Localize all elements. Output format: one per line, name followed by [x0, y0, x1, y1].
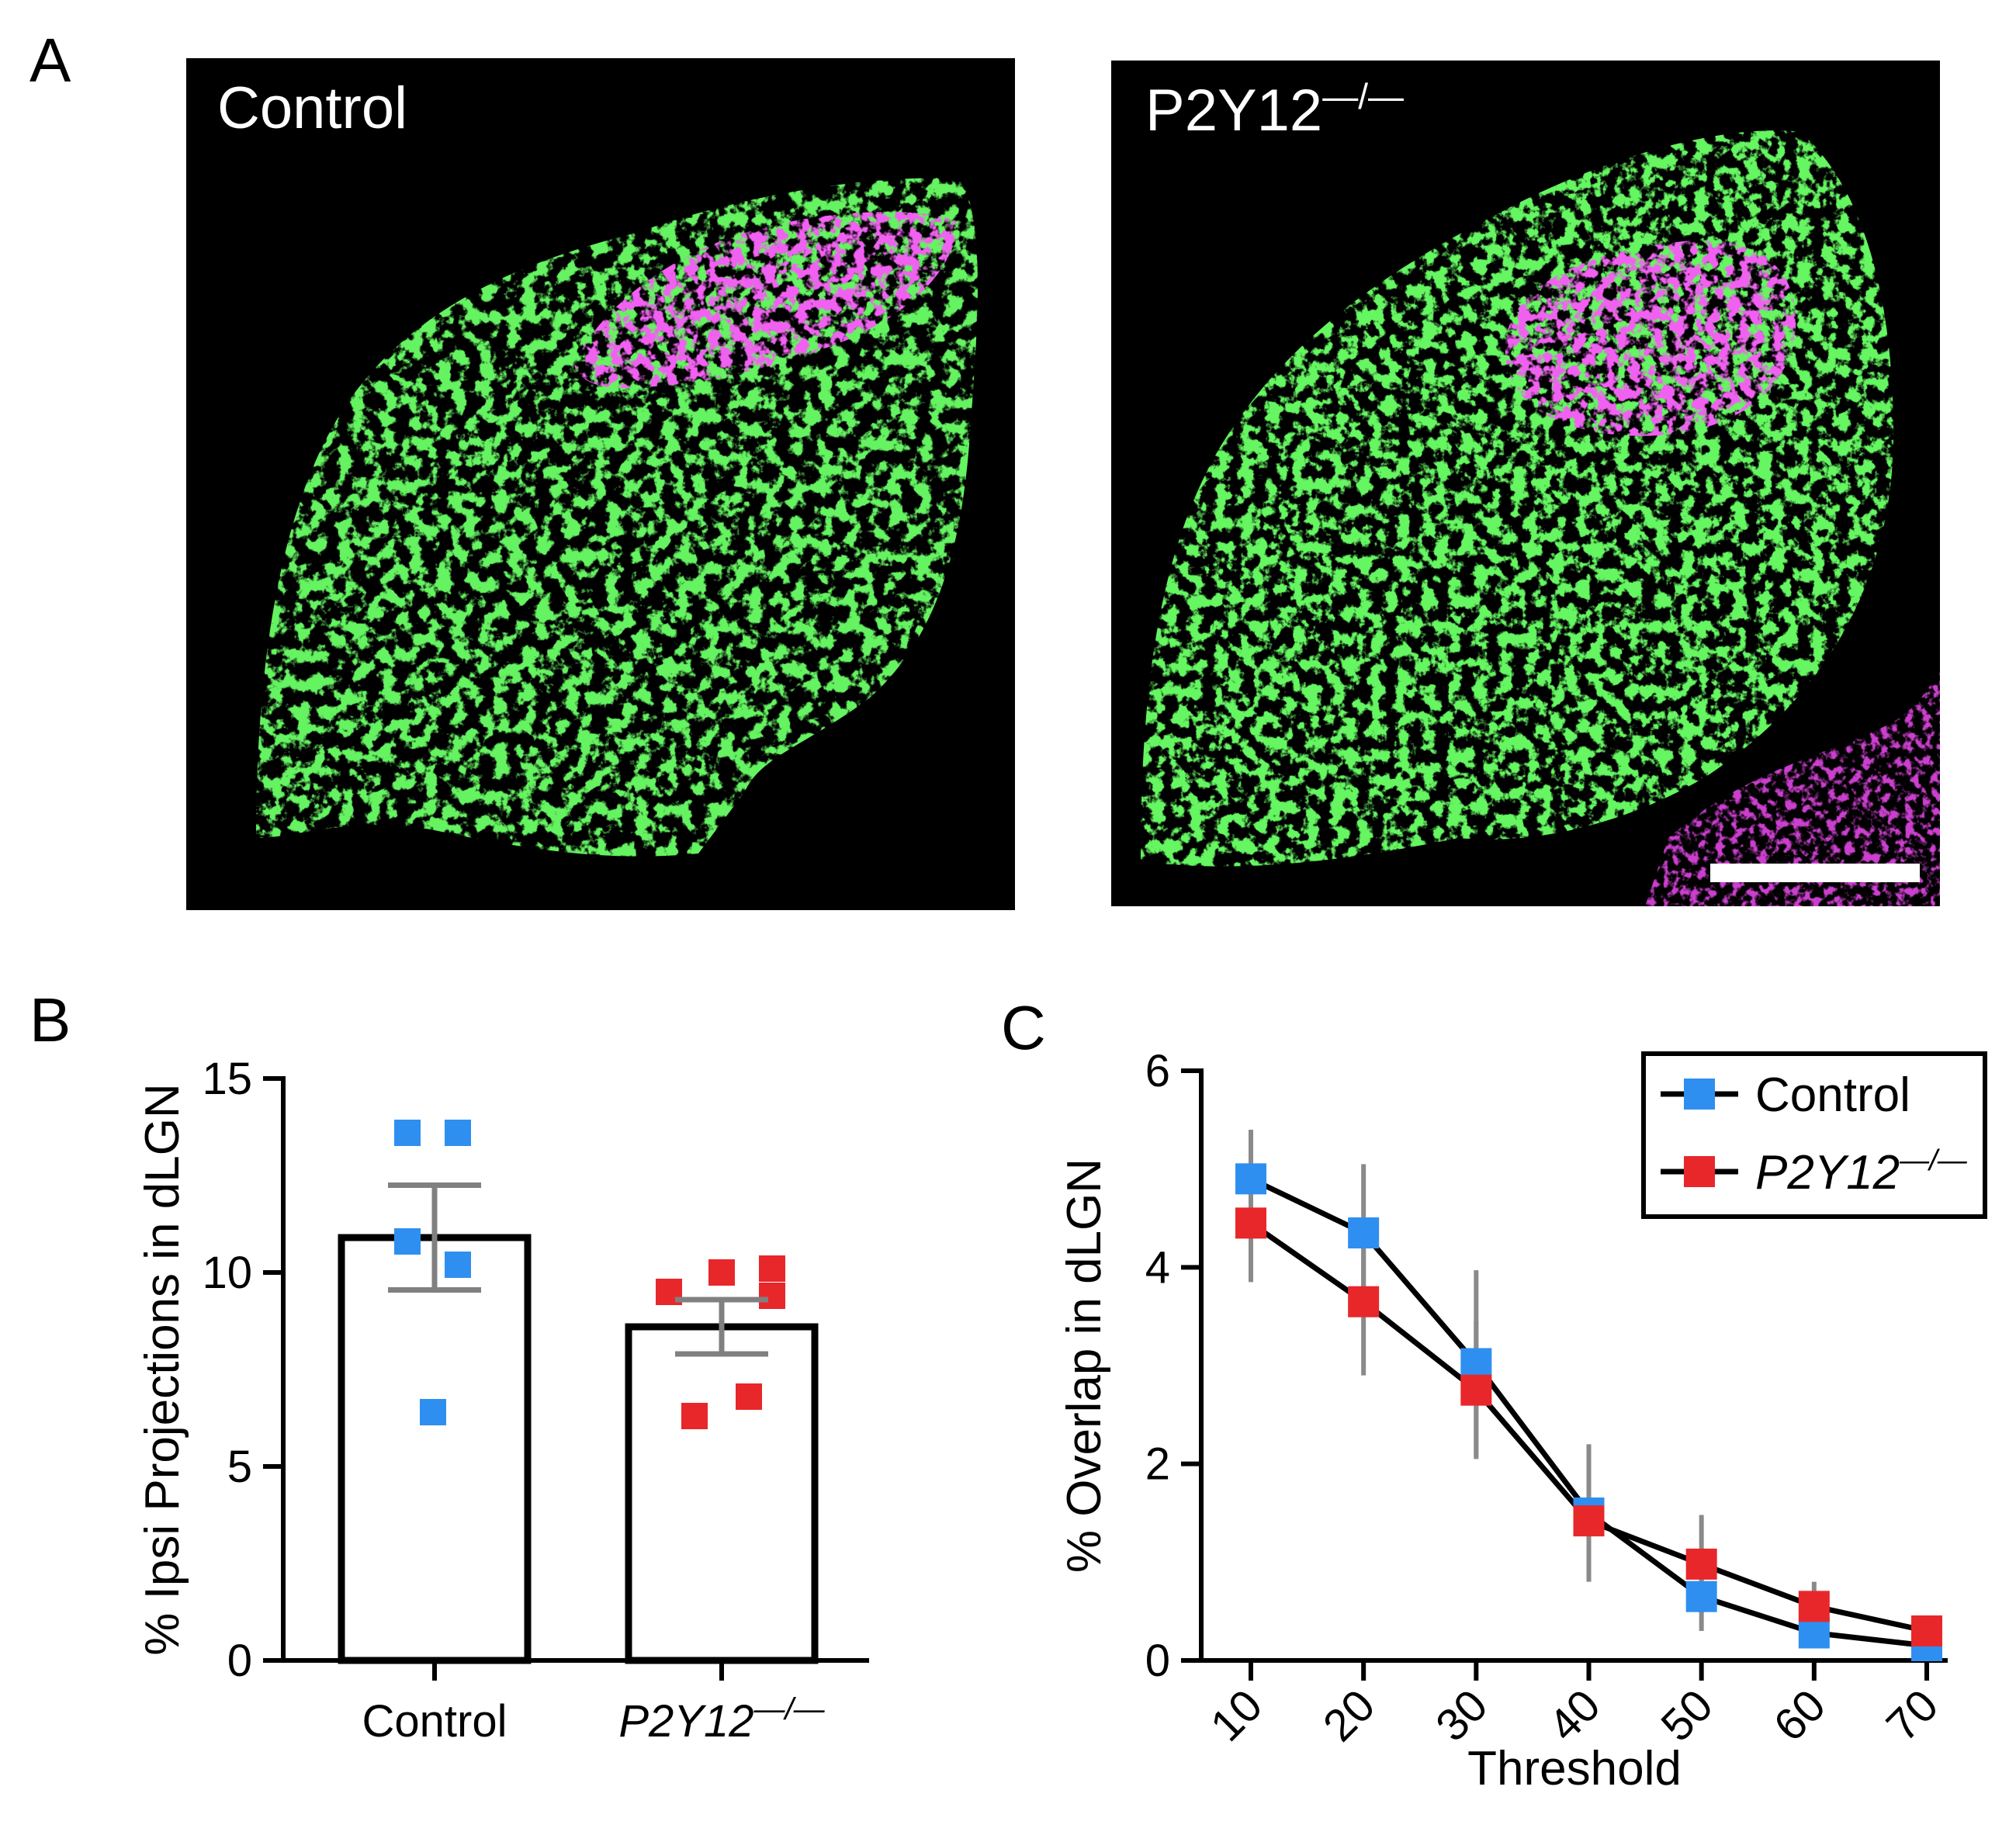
chart-b-x-tick-label: P2Y12—/— [618, 1692, 825, 1747]
chart-c-x-tick-label: 30 [1426, 1680, 1498, 1751]
chart-c-data-point [1348, 1286, 1380, 1317]
chart-c-legend-label-base: P2Y12 [1755, 1146, 1900, 1200]
panel-a-letter: A [29, 26, 71, 95]
chart-b-y-axis-title: % Ipsi Projections in dLGN [136, 1083, 189, 1655]
scale-bar [1710, 864, 1920, 882]
chart-b-y-tick-label: 0 [227, 1636, 252, 1686]
chart-b-data-point [736, 1383, 762, 1410]
chart-b-data-point [759, 1255, 785, 1282]
chart-c-data-point [1685, 1548, 1717, 1580]
chart-c-x-tick-label: 60 [1764, 1680, 1835, 1751]
chart-c-legend-label-sup: —/— [1899, 1144, 1968, 1177]
control-micrograph: Control [186, 58, 1015, 910]
chart-c-legend: Control P2Y12—/— [1641, 1051, 1987, 1219]
chart-b-y-tick-label: 15 [202, 1054, 252, 1104]
chart-c-x-tick-label: 10 [1201, 1680, 1273, 1751]
chart-c-x-axis-title: Threshold [1467, 1742, 1682, 1795]
chart-c-y-tick-label: 6 [1145, 1046, 1170, 1096]
chart-c-data-point [1798, 1617, 1830, 1649]
chart-c-x-tick-label: 70 [1877, 1680, 1948, 1751]
chart-c-legend-label: Control [1755, 1068, 1910, 1122]
chart-c-data-point [1348, 1217, 1380, 1248]
chart-c-data-point [1460, 1374, 1492, 1406]
chart-c-y-tick-label: 2 [1145, 1439, 1170, 1490]
p2y12-micrograph: P2Y12—/— [1111, 61, 1940, 906]
chart-b-x-tick-label: Control [362, 1696, 507, 1747]
control-micrograph-label: Control [217, 75, 407, 141]
chart-b-y-tick-label: 5 [227, 1442, 252, 1492]
chart-b-data-point [708, 1259, 735, 1286]
chart-b-data-point [445, 1120, 471, 1146]
chart-b-bar [625, 1323, 819, 1664]
chart-b-data-point [394, 1228, 421, 1255]
chart-c-data-point [1911, 1615, 1942, 1646]
chart-c-x-tick-label: 40 [1539, 1680, 1610, 1751]
chart-c-data-point [1235, 1207, 1266, 1239]
p2y12-micrograph-label-name: P2Y12 [1145, 78, 1322, 144]
chart-b-x-tick-label-sup: —/— [753, 1692, 826, 1726]
chart-b-y-tick-label: 10 [202, 1248, 252, 1298]
chart-c-legend-label-base: Control [1755, 1068, 1910, 1122]
p2y12-micrograph-label: P2Y12—/— [1145, 76, 1404, 144]
chart-c: 0 2 4 6 % Overlap in dLGN 10 20 30 40 50 60 70 Thres… [1058, 1046, 1987, 1795]
chart-b-x-tick-label-base: P2Y12 [618, 1696, 753, 1747]
chart-b: 0 5 10 15 % Ipsi Projections in dLGN Control P… [136, 1054, 869, 1747]
chart-c-legend-swatch [1684, 1156, 1715, 1187]
chart-b-data-point [420, 1399, 446, 1425]
chart-c-x-tick-label: 20 [1314, 1680, 1385, 1751]
chart-c-y-axis-title: % Overlap in dLGN [1058, 1158, 1111, 1573]
chart-b-bar [338, 1234, 532, 1664]
chart-c-data-point [1685, 1581, 1717, 1612]
chart-c-x-tick-label: 50 [1651, 1680, 1723, 1751]
chart-c-legend-label: P2Y12—/— [1755, 1144, 1968, 1200]
chart-c-data-point [1573, 1505, 1605, 1537]
chart-c-y-tick-label: 0 [1145, 1636, 1170, 1686]
chart-b-data-point [759, 1283, 785, 1309]
chart-b-x-tick-label-base: Control [362, 1696, 507, 1747]
chart-c-data-point [1798, 1591, 1830, 1622]
chart-b-data-point [681, 1403, 708, 1429]
chart-b-data-point [394, 1120, 421, 1146]
panel-b-letter: B [29, 985, 71, 1054]
chart-c-legend-swatch [1684, 1079, 1715, 1110]
chart-b-data-point [445, 1252, 471, 1278]
chart-c-y-tick-label: 4 [1145, 1242, 1170, 1293]
chart-c-data-point [1235, 1163, 1266, 1195]
panel-c-letter: C [1001, 993, 1046, 1062]
p2y12-micrograph-label-sup: —/— [1322, 76, 1404, 116]
chart-c-data-point [1460, 1348, 1492, 1380]
